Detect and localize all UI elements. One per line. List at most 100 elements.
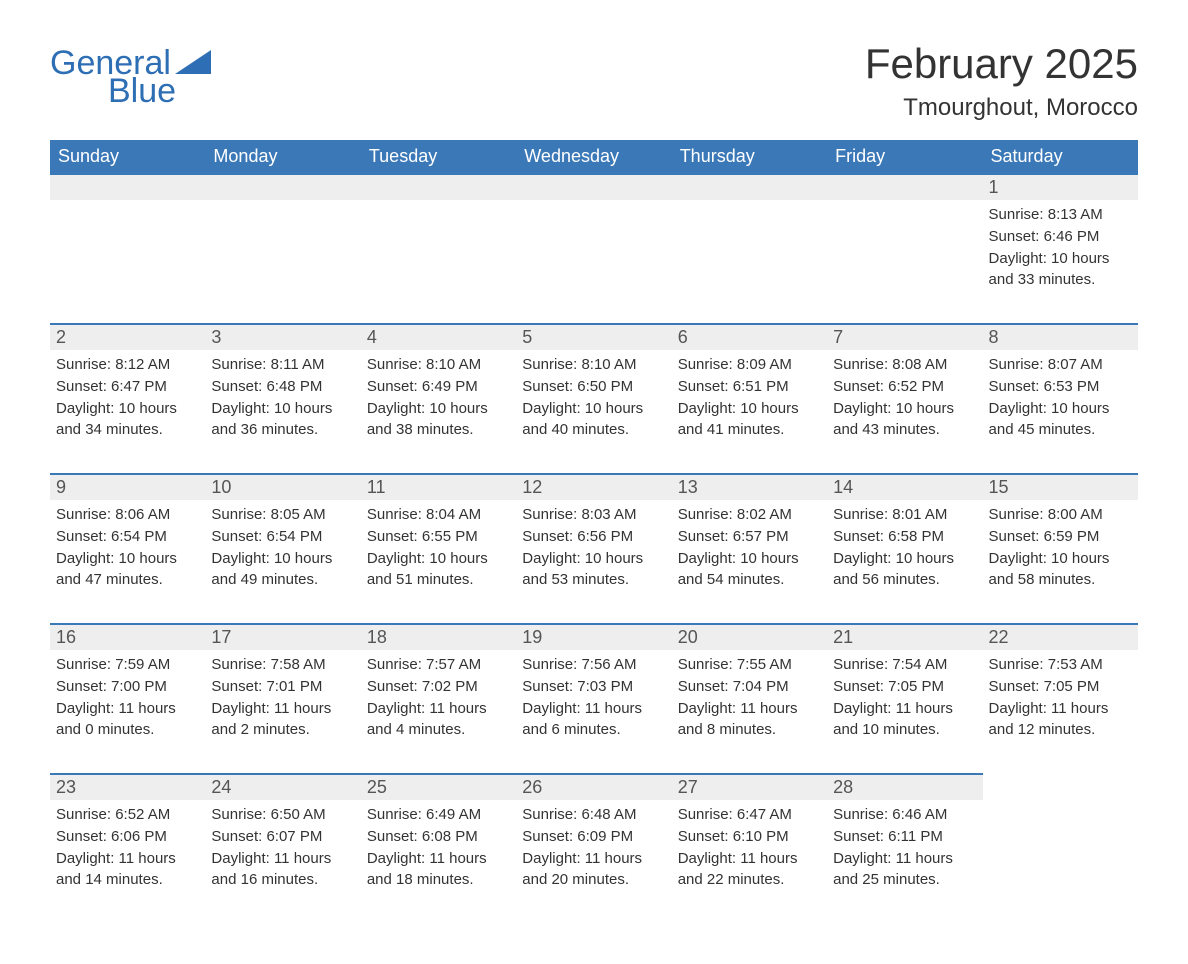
sunrise-line: Sunrise: 6:49 AM [367,804,510,826]
day-number: 10 [205,475,360,500]
daylight-line: Daylight: 11 hours and 8 minutes. [678,698,821,742]
calendar-cell: 7Sunrise: 8:08 AMSunset: 6:52 PMDaylight… [827,324,982,474]
daylight-line: Daylight: 10 hours and 34 minutes. [56,398,199,442]
day-content: Sunrise: 8:12 AMSunset: 6:47 PMDaylight:… [50,350,205,451]
daylight-line: Daylight: 11 hours and 16 minutes. [211,848,354,892]
day-content: Sunrise: 8:02 AMSunset: 6:57 PMDaylight:… [672,500,827,601]
sunset-line: Sunset: 6:08 PM [367,826,510,848]
day-content: Sunrise: 8:08 AMSunset: 6:52 PMDaylight:… [827,350,982,451]
calendar-cell: 27Sunrise: 6:47 AMSunset: 6:10 PMDayligh… [672,774,827,924]
sunrise-line: Sunrise: 7:53 AM [989,654,1132,676]
sunset-line: Sunset: 6:46 PM [989,226,1132,248]
sunrise-line: Sunrise: 7:55 AM [678,654,821,676]
calendar-cell: 2Sunrise: 8:12 AMSunset: 6:47 PMDaylight… [50,324,205,474]
sunrise-line: Sunrise: 6:47 AM [678,804,821,826]
calendar-cell [672,174,827,324]
calendar-cell: 13Sunrise: 8:02 AMSunset: 6:57 PMDayligh… [672,474,827,624]
calendar-cell: 14Sunrise: 8:01 AMSunset: 6:58 PMDayligh… [827,474,982,624]
calendar-cell: 1Sunrise: 8:13 AMSunset: 6:46 PMDaylight… [983,174,1138,324]
sunrise-line: Sunrise: 7:59 AM [56,654,199,676]
day-number: 19 [516,625,671,650]
day-number: 20 [672,625,827,650]
day-number: 28 [827,775,982,800]
daylight-line: Daylight: 11 hours and 2 minutes. [211,698,354,742]
day-number-empty [516,175,671,200]
calendar-cell: 10Sunrise: 8:05 AMSunset: 6:54 PMDayligh… [205,474,360,624]
sunrise-line: Sunrise: 8:12 AM [56,354,199,376]
day-content-empty [361,200,516,300]
day-number: 2 [50,325,205,350]
daylight-line: Daylight: 10 hours and 49 minutes. [211,548,354,592]
calendar-cell: 23Sunrise: 6:52 AMSunset: 6:06 PMDayligh… [50,774,205,924]
day-number: 7 [827,325,982,350]
sunset-line: Sunset: 6:09 PM [522,826,665,848]
day-content: Sunrise: 6:46 AMSunset: 6:11 PMDaylight:… [827,800,982,901]
weekday-header: Tuesday [361,140,516,174]
day-content: Sunrise: 8:03 AMSunset: 6:56 PMDaylight:… [516,500,671,601]
day-content: Sunrise: 8:04 AMSunset: 6:55 PMDaylight:… [361,500,516,601]
day-content: Sunrise: 7:58 AMSunset: 7:01 PMDaylight:… [205,650,360,751]
sunrise-line: Sunrise: 8:10 AM [367,354,510,376]
day-number: 13 [672,475,827,500]
calendar-cell [983,774,1138,924]
sunrise-line: Sunrise: 6:48 AM [522,804,665,826]
location-label: Tmourghout, Morocco [865,94,1138,122]
day-number: 26 [516,775,671,800]
daylight-line: Daylight: 10 hours and 41 minutes. [678,398,821,442]
daylight-line: Daylight: 10 hours and 45 minutes. [989,398,1132,442]
calendar-week-row: 1Sunrise: 8:13 AMSunset: 6:46 PMDaylight… [50,174,1138,324]
day-number: 17 [205,625,360,650]
daylight-line: Daylight: 10 hours and 40 minutes. [522,398,665,442]
calendar-cell [516,174,671,324]
sunrise-line: Sunrise: 8:08 AM [833,354,976,376]
day-content: Sunrise: 6:52 AMSunset: 6:06 PMDaylight:… [50,800,205,901]
sunrise-line: Sunrise: 8:13 AM [989,204,1132,226]
day-content: Sunrise: 7:53 AMSunset: 7:05 PMDaylight:… [983,650,1138,751]
calendar-cell: 26Sunrise: 6:48 AMSunset: 6:09 PMDayligh… [516,774,671,924]
day-number: 22 [983,625,1138,650]
calendar-cell: 12Sunrise: 8:03 AMSunset: 6:56 PMDayligh… [516,474,671,624]
sunrise-line: Sunrise: 6:46 AM [833,804,976,826]
calendar-cell [827,174,982,324]
sunrise-line: Sunrise: 8:11 AM [211,354,354,376]
sunset-line: Sunset: 6:52 PM [833,376,976,398]
sunset-line: Sunset: 6:54 PM [211,526,354,548]
calendar-cell: 15Sunrise: 8:00 AMSunset: 6:59 PMDayligh… [983,474,1138,624]
sunrise-line: Sunrise: 8:09 AM [678,354,821,376]
day-number: 25 [361,775,516,800]
calendar-cell: 25Sunrise: 6:49 AMSunset: 6:08 PMDayligh… [361,774,516,924]
weekday-header: Monday [205,140,360,174]
sunrise-line: Sunrise: 8:01 AM [833,504,976,526]
day-number: 9 [50,475,205,500]
day-content: Sunrise: 8:01 AMSunset: 6:58 PMDaylight:… [827,500,982,601]
weekday-header: Friday [827,140,982,174]
day-content-empty [672,200,827,300]
day-number: 5 [516,325,671,350]
calendar-week-row: 23Sunrise: 6:52 AMSunset: 6:06 PMDayligh… [50,774,1138,924]
calendar-week-row: 9Sunrise: 8:06 AMSunset: 6:54 PMDaylight… [50,474,1138,624]
day-number: 27 [672,775,827,800]
calendar-cell: 21Sunrise: 7:54 AMSunset: 7:05 PMDayligh… [827,624,982,774]
day-number: 21 [827,625,982,650]
sunrise-line: Sunrise: 8:02 AM [678,504,821,526]
calendar-cell: 11Sunrise: 8:04 AMSunset: 6:55 PMDayligh… [361,474,516,624]
sunset-line: Sunset: 6:58 PM [833,526,976,548]
sunrise-line: Sunrise: 7:56 AM [522,654,665,676]
sunset-line: Sunset: 6:07 PM [211,826,354,848]
calendar-cell: 9Sunrise: 8:06 AMSunset: 6:54 PMDaylight… [50,474,205,624]
day-content: Sunrise: 8:07 AMSunset: 6:53 PMDaylight:… [983,350,1138,451]
sunset-line: Sunset: 7:01 PM [211,676,354,698]
sunset-line: Sunset: 6:47 PM [56,376,199,398]
day-number: 18 [361,625,516,650]
calendar-table: SundayMondayTuesdayWednesdayThursdayFrid… [50,140,1138,924]
day-content: Sunrise: 7:54 AMSunset: 7:05 PMDaylight:… [827,650,982,751]
day-content: Sunrise: 6:47 AMSunset: 6:10 PMDaylight:… [672,800,827,901]
daylight-line: Daylight: 10 hours and 56 minutes. [833,548,976,592]
sunset-line: Sunset: 6:48 PM [211,376,354,398]
weekday-header: Thursday [672,140,827,174]
daylight-line: Daylight: 10 hours and 43 minutes. [833,398,976,442]
day-content-empty [205,200,360,300]
calendar-cell: 17Sunrise: 7:58 AMSunset: 7:01 PMDayligh… [205,624,360,774]
sunset-line: Sunset: 7:03 PM [522,676,665,698]
day-content: Sunrise: 7:59 AMSunset: 7:00 PMDaylight:… [50,650,205,751]
